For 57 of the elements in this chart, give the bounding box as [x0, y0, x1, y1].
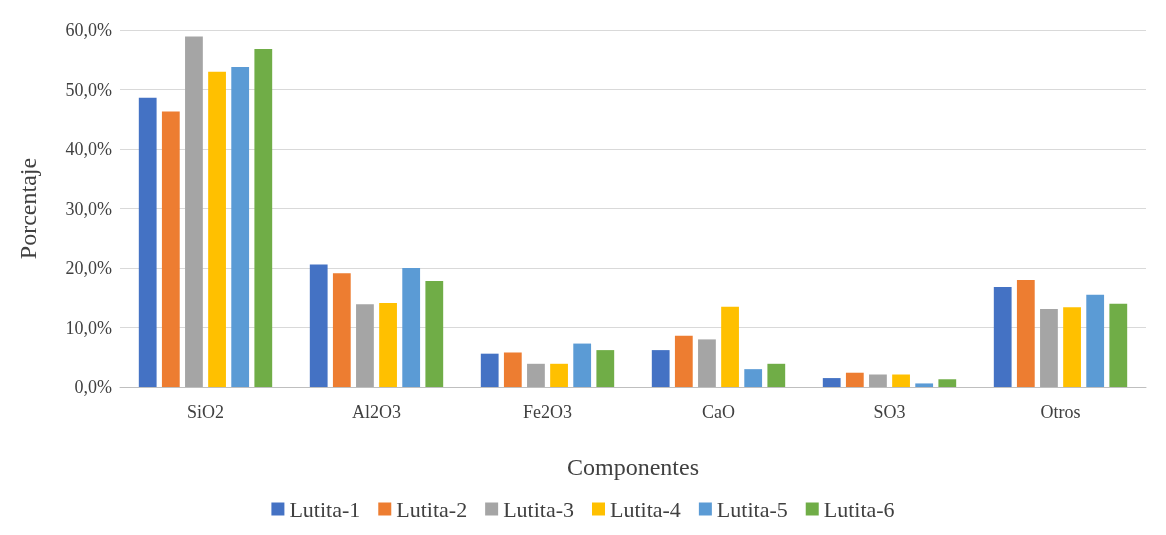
bar [185, 36, 203, 387]
x-tick-label: Otros [1040, 402, 1081, 422]
bar [402, 268, 421, 387]
bar [869, 374, 887, 387]
bar [379, 303, 397, 387]
x-tick-label: SO3 [873, 402, 906, 422]
y-tick-label: 40,0% [65, 139, 112, 159]
x-tick-label: Al2O3 [352, 402, 401, 422]
legend-label: Lutita-3 [503, 496, 575, 522]
bar [1109, 303, 1128, 387]
bar [254, 49, 273, 387]
y-tick-label: 0,0% [74, 377, 112, 397]
bar [674, 335, 693, 387]
bar [993, 287, 1012, 387]
bar [208, 71, 226, 387]
bar [767, 363, 786, 387]
bar [596, 350, 615, 387]
bar [138, 97, 157, 387]
bar [527, 363, 545, 387]
x-tick-label: CaO [702, 402, 735, 422]
y-tick-label: 20,0% [65, 258, 112, 278]
legend-label: Lutita-4 [610, 496, 681, 522]
bar [1063, 307, 1081, 387]
bar [915, 383, 934, 387]
bar [425, 281, 444, 387]
bar [1086, 294, 1105, 387]
bar [845, 372, 864, 387]
legend-label: Lutita-6 [823, 496, 895, 522]
y-tick-label: 10,0% [65, 317, 112, 338]
bar [231, 66, 250, 387]
bar [356, 304, 374, 387]
bar [822, 378, 841, 387]
legend-label: Lutita-5 [716, 496, 788, 522]
y-tick-label: 60,0% [65, 20, 112, 40]
bar [721, 306, 739, 387]
bar [309, 264, 328, 387]
bar [651, 350, 670, 387]
bar [744, 369, 763, 387]
bar [892, 374, 910, 387]
legend-label: Lutita-2 [396, 496, 468, 522]
bar [1016, 279, 1035, 387]
y-tick-label: 30,0% [65, 198, 112, 219]
bar [938, 379, 957, 387]
x-tick-label: Fe2O3 [523, 402, 572, 422]
bar [698, 339, 716, 387]
y-axis-title: Porcentaje [15, 157, 41, 260]
bar [332, 273, 351, 387]
bar [161, 111, 180, 387]
bar [573, 343, 592, 387]
x-axis-title: Componentes [567, 454, 699, 480]
bar [503, 352, 522, 387]
y-tick-label: 50,0% [65, 79, 112, 100]
x-tick-label: SiO2 [186, 402, 225, 422]
bar [480, 353, 499, 387]
bar [1040, 309, 1058, 387]
legend-label: Lutita-1 [289, 496, 361, 522]
bar [550, 363, 568, 387]
